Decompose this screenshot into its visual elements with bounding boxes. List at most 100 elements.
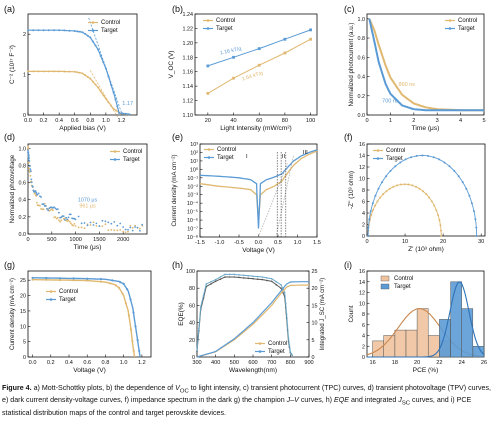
x-tick-label: 40: [230, 118, 236, 124]
caption-segment: curves, and i) PCE statistical distribut…: [2, 396, 472, 417]
plot-frame: [366, 13, 485, 116]
y-axis-label: -Z'' (10³ ohm): [348, 171, 355, 209]
data-point: [39, 204, 41, 207]
data-point: [129, 226, 132, 229]
eqe-point: [228, 276, 231, 278]
histogram-bar: [461, 308, 474, 358]
eqe-point: [275, 284, 278, 286]
data-point: [418, 187, 421, 190]
data-point: [72, 277, 75, 280]
legend-marker: [91, 21, 95, 24]
x-tick-label: 2: [412, 118, 415, 124]
eqe-point: [286, 325, 289, 327]
y-tick-label: 6: [362, 323, 365, 329]
data-point: [94, 44, 97, 47]
data-point: [76, 30, 79, 33]
x-tick-label: 30: [478, 239, 484, 245]
legend-marker: [113, 158, 117, 161]
eqe-point: [291, 354, 294, 357]
legend-marker: [258, 342, 262, 345]
data-point: [31, 278, 34, 281]
y-tick-label: 1.24: [183, 12, 194, 18]
y-tick-label: 0: [23, 355, 26, 361]
y-tick-label: 2: [23, 32, 26, 38]
legend-marker: [113, 150, 117, 153]
data-point: [27, 161, 30, 164]
data-point: [437, 214, 440, 216]
x-tick-label: 1500: [93, 237, 105, 243]
x-axis-label: Light Intensity (mW/cm²): [220, 125, 291, 132]
data-point: [53, 29, 55, 32]
data-point: [131, 229, 134, 232]
eqe-point: [202, 294, 205, 297]
caption-segment: SC: [401, 400, 411, 407]
data-point: [122, 282, 125, 285]
legend-label: Control: [394, 276, 413, 282]
data-point: [73, 70, 76, 73]
eqe-point: [242, 274, 245, 277]
eqe-point: [219, 278, 222, 281]
data-point: [138, 349, 141, 352]
data-point: [134, 224, 137, 227]
region-label: I: [246, 154, 248, 160]
y-tick-label: 16: [359, 142, 365, 148]
data-point: [232, 55, 235, 59]
legend-label: Target: [123, 157, 140, 163]
data-point: [86, 277, 89, 280]
data-point: [28, 157, 30, 160]
data-point: [27, 29, 29, 32]
data-point: [44, 205, 47, 208]
data-point: [30, 170, 32, 173]
data-point: [124, 112, 127, 115]
tangent-line: [89, 70, 118, 118]
data-point: [124, 228, 127, 231]
data-point: [68, 220, 71, 223]
data-point: [108, 282, 112, 285]
series-line: [199, 150, 318, 221]
data-point: [376, 200, 379, 203]
data-point: [388, 187, 391, 190]
eqe-point: [238, 276, 240, 279]
y-axis-label: C⁻² (10¹⁷ F⁻²): [9, 45, 16, 84]
y-tick-label: 10³: [190, 142, 198, 148]
caption-segment: a) Mott-Schottky plots, b) the dependenc…: [33, 384, 176, 392]
data-point: [432, 156, 435, 159]
data-point: [45, 278, 48, 281]
y-tick-label: 1: [23, 73, 26, 79]
data-point: [60, 219, 63, 222]
y-tick-label: 2: [362, 344, 365, 350]
y2-tick-label: 25: [312, 269, 318, 275]
data-point: [40, 196, 42, 198]
y-tick-label: 20: [189, 338, 195, 344]
data-point: [42, 70, 45, 73]
y-tick-label: 0.4: [19, 198, 27, 204]
data-point: [31, 185, 34, 188]
legend-marker: [448, 27, 452, 30]
data-point: [78, 30, 81, 33]
data-point: [56, 208, 59, 211]
eqe-point: [284, 302, 287, 305]
data-point: [69, 213, 72, 216]
x-tick-label: 20: [205, 118, 211, 124]
data-point: [42, 203, 45, 206]
eqe-point: [224, 273, 226, 276]
data-point: [42, 29, 45, 32]
legend-label: Control: [101, 20, 120, 26]
data-point: [69, 222, 72, 225]
data-point: [56, 216, 59, 219]
y-tick-label: 0.0: [19, 232, 27, 238]
x-tick-label: 900: [304, 360, 313, 366]
data-point: [110, 228, 113, 231]
data-point: [116, 229, 119, 232]
y-axis-label: EQE(%): [178, 302, 185, 325]
x-tick-label: 0.0: [24, 118, 32, 124]
figure-panels: (a) (b) (c) (d) (e) (f) (g) (h) (i) 0.0 0.2 0.4 0.6 0…: [4, 4, 487, 374]
y-tick-label: 10: [359, 177, 365, 183]
eqe-point: [196, 349, 198, 351]
legend-swatch: [380, 275, 390, 282]
data-point: [37, 192, 40, 195]
data-point: [136, 339, 139, 342]
data-point: [465, 187, 468, 190]
data-point: [27, 151, 30, 154]
y-tick-label: 25: [20, 278, 26, 284]
